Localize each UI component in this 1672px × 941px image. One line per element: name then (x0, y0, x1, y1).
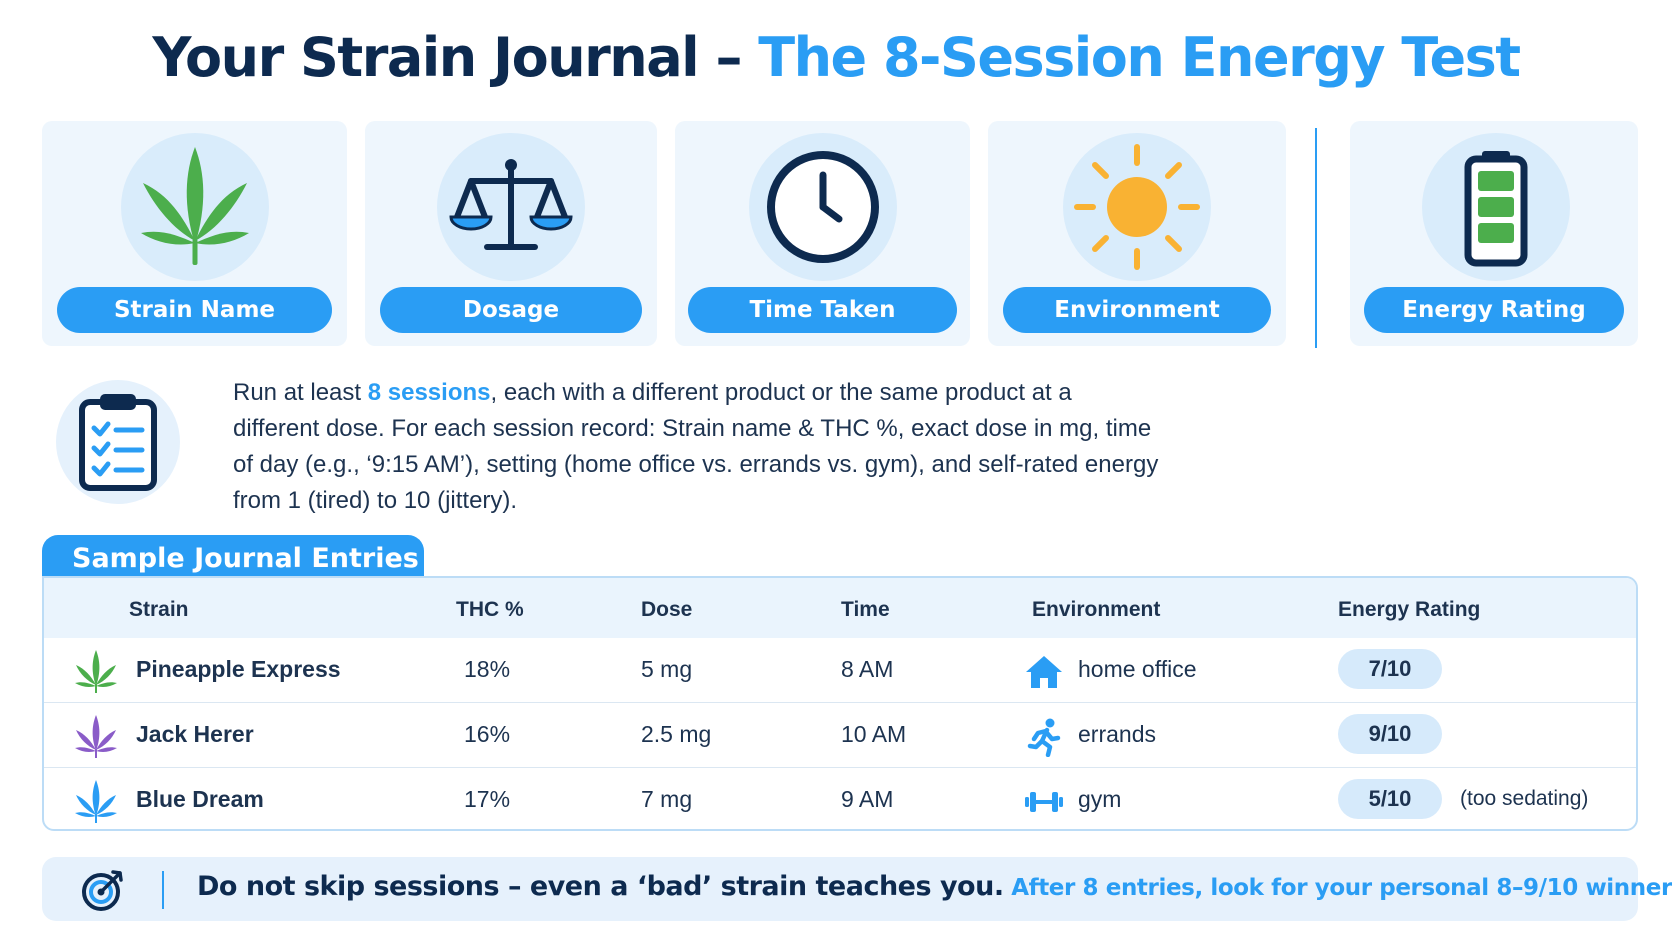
journal-table: Strain THC % Dose Time Environment Energ… (42, 576, 1638, 831)
dumbbell-icon (1025, 792, 1063, 812)
balance-scale-icon (437, 133, 585, 281)
instructions-highlight: 8 sessions (367, 379, 491, 406)
dose-value: 2.5 mg (641, 721, 712, 747)
header-thc: THC % (456, 598, 524, 621)
table-row: Blue Dream 17% 7 mg 9 AM gym 5/10 (too s… (44, 768, 1636, 829)
dose-value: 7 mg (641, 786, 693, 812)
environment-value: errands (1078, 721, 1156, 747)
footer-banner: Do not skip sessions – even a ‘bad’ stra… (42, 857, 1672, 921)
target-icon (82, 870, 123, 911)
clipboard-checklist-icon (56, 380, 180, 504)
card-environment: Environment (988, 121, 1286, 346)
time-taken-label: Time Taken (688, 287, 957, 333)
header-energy-rating: Energy Rating (1338, 598, 1481, 621)
cannabis-leaf-icon (75, 715, 117, 758)
strain-name-label: Strain Name (57, 287, 332, 333)
footer-text: Do not skip sessions – even a ‘bad’ stra… (197, 871, 1672, 902)
cannabis-leaf-icon (121, 133, 269, 281)
running-person-icon (1027, 718, 1061, 757)
instructions-lead: Run at least (233, 379, 368, 406)
card-strain-name: Strain Name (42, 121, 347, 346)
energy-badge: 7/10 (1338, 649, 1442, 689)
time-value: 10 AM (841, 721, 907, 747)
table-row: Pineapple Express 18% 5 mg 8 AM home off… (44, 638, 1636, 703)
footer-text-1: Do not skip sessions – even a ‘bad’ stra… (197, 871, 1004, 902)
instructions-rest: , each with a different product or the s… (233, 379, 1159, 514)
title-part-2: The 8-Session Energy Test (758, 26, 1521, 89)
energy-badge: 9/10 (1338, 714, 1442, 754)
footer-text-2: After 8 entries, look for your personal … (1003, 875, 1672, 901)
strain-name: Blue Dream (136, 786, 264, 812)
sun-icon (1063, 133, 1211, 281)
strain-name: Pineapple Express (136, 656, 341, 682)
card-energy-rating: Energy Rating (1350, 121, 1638, 346)
house-icon (1026, 656, 1062, 688)
header-strain: Strain (129, 598, 189, 621)
strain-name: Jack Herer (136, 721, 254, 747)
header-environment: Environment (1032, 598, 1161, 621)
energy-badge: 5/10 (1338, 779, 1442, 819)
table-row: Jack Herer 16% 2.5 mg 10 AM errands 9/10 (44, 703, 1636, 768)
thc-value: 16% (464, 721, 511, 747)
table-header: Strain THC % Dose Time Environment Energ… (44, 578, 1636, 638)
environment-value: home office (1078, 656, 1197, 682)
footer-divider (162, 871, 164, 909)
energy-rating-label: Energy Rating (1364, 287, 1624, 333)
card-time-taken: Time Taken (675, 121, 970, 346)
page-title: Your Strain Journal – The 8-Session Ener… (0, 26, 1672, 89)
header-dose: Dose (641, 598, 693, 621)
energy-note: (too sedating) (1460, 787, 1589, 810)
dosage-label: Dosage (380, 287, 642, 333)
header-time: Time (841, 598, 890, 621)
time-value: 8 AM (841, 656, 894, 682)
table-tab-label: Sample Journal Entries (42, 535, 424, 583)
battery-icon (1422, 133, 1570, 281)
thc-value: 17% (464, 786, 511, 812)
environment-label: Environment (1003, 287, 1271, 333)
title-part-1: Your Strain Journal – (152, 26, 759, 89)
time-value: 9 AM (841, 786, 894, 812)
thc-value: 18% (464, 656, 511, 682)
cannabis-leaf-icon (75, 650, 117, 693)
cannabis-leaf-icon (75, 780, 117, 823)
clock-icon (749, 133, 897, 281)
environment-value: gym (1078, 786, 1122, 812)
dose-value: 5 mg (641, 656, 693, 682)
card-dosage: Dosage (365, 121, 657, 346)
card-divider (1315, 128, 1317, 348)
instructions-paragraph: Run at least 8 sessions, each with a dif… (233, 375, 1163, 519)
